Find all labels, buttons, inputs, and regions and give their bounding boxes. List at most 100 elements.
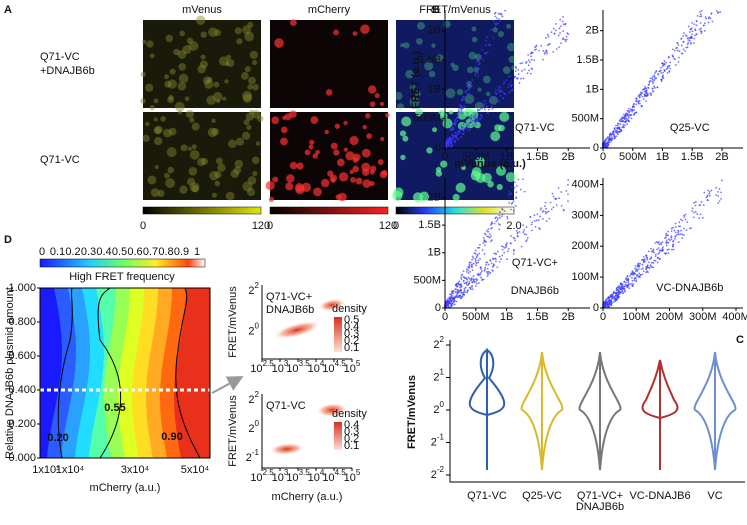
panel-letter: A bbox=[4, 4, 12, 16]
scatter-point bbox=[564, 38, 566, 41]
cell bbox=[149, 53, 155, 59]
scatter-point bbox=[490, 224, 492, 226]
scatter-point bbox=[680, 37, 683, 40]
violin-half bbox=[714, 351, 737, 471]
cell bbox=[471, 26, 477, 32]
scatter-point bbox=[628, 107, 630, 110]
scatter-point bbox=[645, 271, 648, 274]
scatter-point bbox=[552, 50, 554, 53]
scatter-point bbox=[471, 258, 474, 261]
scatter-point bbox=[469, 261, 472, 264]
scatter-point bbox=[610, 293, 613, 296]
scatter-point bbox=[453, 135, 456, 137]
scatter-point bbox=[494, 91, 497, 94]
contour-band bbox=[174, 288, 210, 458]
cell bbox=[217, 163, 226, 172]
scatter-point bbox=[491, 257, 494, 260]
scatter-point bbox=[448, 141, 451, 143]
scatter-point bbox=[673, 237, 676, 240]
scatter-point bbox=[475, 278, 477, 281]
y-tick-label: 0.400 bbox=[8, 384, 36, 396]
scatter-point bbox=[660, 78, 663, 81]
scatter-point bbox=[666, 241, 669, 244]
cell bbox=[180, 144, 188, 152]
cell bbox=[246, 188, 256, 197]
x-tick-label: 1.5B bbox=[526, 151, 549, 163]
cell bbox=[153, 98, 159, 104]
x-tick-label: 105 bbox=[344, 468, 361, 484]
y-tick-label: 0 bbox=[435, 302, 441, 314]
cell bbox=[335, 194, 342, 200]
y-tick-label: 21 bbox=[433, 368, 444, 384]
scatter-point bbox=[474, 66, 477, 69]
scatter-point bbox=[455, 300, 458, 303]
scatter-point bbox=[529, 216, 532, 218]
x-tick-label: Q71-VC+ bbox=[577, 490, 623, 502]
scatter-point bbox=[662, 77, 665, 79]
x-tick-label-base: 10 bbox=[286, 363, 298, 375]
cell bbox=[146, 40, 154, 48]
scatter-point bbox=[615, 135, 618, 138]
scatter-point bbox=[630, 276, 633, 279]
scatter-point bbox=[478, 109, 481, 111]
scatter-point bbox=[501, 213, 504, 216]
cell bbox=[207, 127, 218, 138]
scatter-point bbox=[685, 229, 688, 231]
scatter-point bbox=[611, 137, 613, 140]
cell bbox=[200, 31, 207, 38]
scatter-point bbox=[677, 225, 680, 228]
scatter-point bbox=[635, 276, 638, 278]
cell bbox=[432, 127, 438, 133]
y-tick-label-exp: 2 bbox=[440, 335, 445, 344]
scatter-point bbox=[480, 267, 482, 270]
cell bbox=[164, 74, 169, 80]
scatter-point bbox=[566, 32, 569, 35]
scatter-point bbox=[511, 186, 513, 189]
scatter-point bbox=[492, 20, 495, 22]
cell bbox=[475, 156, 486, 167]
cell bbox=[200, 54, 206, 60]
scatter-point bbox=[455, 291, 457, 294]
scatter-point bbox=[477, 108, 479, 111]
scatter-point bbox=[468, 115, 471, 118]
cell bbox=[310, 116, 319, 124]
scatter-point bbox=[463, 289, 466, 292]
scatter-point bbox=[527, 53, 530, 56]
x-axis-label: mCherry (a.u.) bbox=[90, 482, 161, 494]
x-tick-label: 104 bbox=[308, 359, 325, 375]
scatter-point bbox=[657, 252, 660, 255]
x-tick-label-exp: 4 bbox=[320, 359, 325, 368]
scatter-point bbox=[499, 216, 501, 219]
scatter-point bbox=[608, 305, 610, 308]
scatter-point bbox=[668, 64, 671, 67]
scatter-point bbox=[465, 102, 468, 105]
cell bbox=[505, 172, 516, 183]
scatter-point bbox=[682, 35, 684, 38]
scatter-point bbox=[633, 102, 635, 105]
scatter-point bbox=[672, 248, 675, 251]
scatter-point bbox=[530, 55, 532, 58]
y-tick-label: 2-1 bbox=[246, 448, 260, 464]
scatter-point bbox=[509, 242, 512, 245]
scatter-point bbox=[621, 283, 624, 286]
scatter-point bbox=[485, 240, 488, 243]
violin-half bbox=[541, 351, 564, 471]
cell bbox=[199, 60, 208, 69]
scatter-point bbox=[612, 301, 615, 303]
scatter-point bbox=[507, 86, 509, 89]
scatter-point bbox=[494, 29, 497, 32]
scatter-point bbox=[455, 135, 458, 138]
cell bbox=[474, 53, 482, 61]
scatter-point bbox=[665, 232, 668, 235]
cell bbox=[448, 109, 454, 115]
scatter-point bbox=[665, 61, 668, 64]
scatter-point bbox=[516, 232, 519, 235]
cell bbox=[385, 112, 390, 118]
scatter-point bbox=[452, 300, 455, 303]
scatter-point bbox=[495, 93, 497, 95]
cell bbox=[206, 95, 216, 105]
scatter-point bbox=[485, 263, 487, 266]
scatter-point bbox=[550, 208, 553, 211]
scatter-point bbox=[489, 44, 492, 47]
scatter-point bbox=[696, 213, 699, 215]
